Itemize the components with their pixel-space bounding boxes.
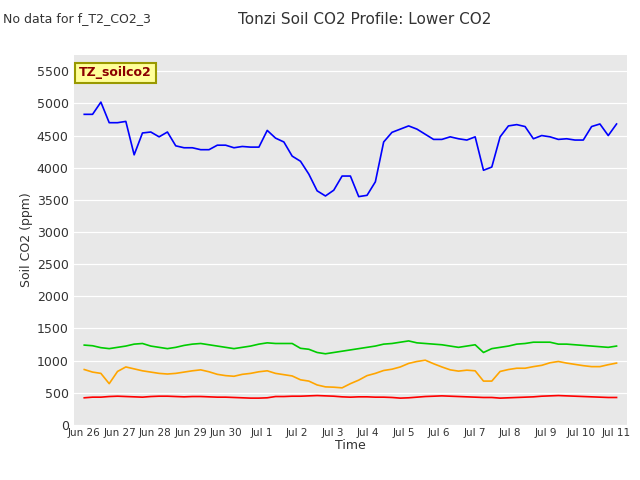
Text: TZ_soilco2: TZ_soilco2 [79,66,152,79]
Text: Tonzi Soil CO2 Profile: Lower CO2: Tonzi Soil CO2 Profile: Lower CO2 [238,12,492,27]
X-axis label: Time: Time [335,439,366,452]
Text: No data for f_T2_CO2_3: No data for f_T2_CO2_3 [3,12,151,25]
Y-axis label: Soil CO2 (ppm): Soil CO2 (ppm) [20,192,33,288]
